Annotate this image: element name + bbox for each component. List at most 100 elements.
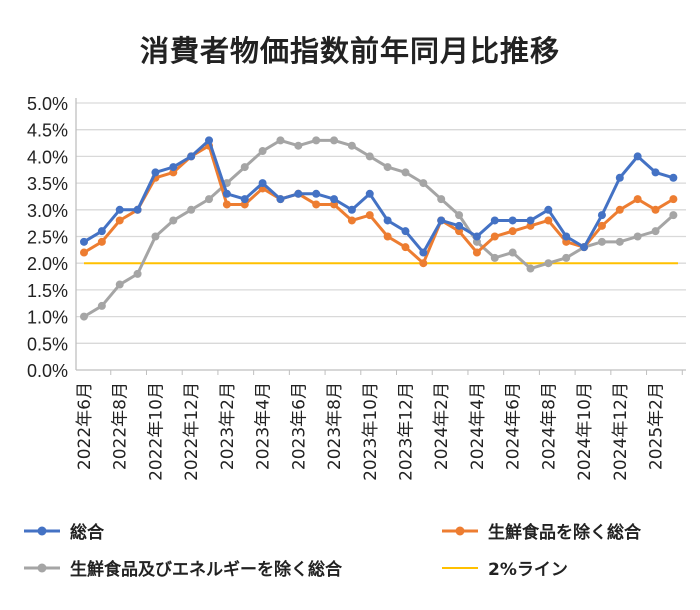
data-point	[365, 211, 374, 220]
data-point	[508, 227, 517, 236]
data-point	[365, 189, 374, 198]
data-point	[490, 232, 499, 241]
x-tick-label: 2024年2月	[432, 382, 452, 470]
data-point	[187, 152, 196, 161]
plot-area: 0.0% 0.5% 1.0% 1.5% 2.0% 2.5% 3.0% 3.5% 4.0% 4.5%…	[27, 94, 686, 481]
legend-swatch	[442, 566, 478, 569]
data-point	[97, 227, 106, 236]
y-tick-label: 3.0%	[27, 201, 68, 221]
x-tick-label: 2022年8月	[111, 382, 131, 470]
data-point	[347, 216, 356, 225]
data-point	[455, 221, 464, 230]
legend-label: 生鮮食品及びエネルギーを除く総合	[70, 560, 342, 580]
legend-item-total: 総合	[22, 518, 104, 543]
data-point	[526, 216, 535, 225]
data-point	[615, 205, 624, 214]
data-point	[187, 205, 196, 214]
legend-item-2pct-line: 2%ライン	[440, 555, 568, 580]
x-tick-label: 2022年12月	[182, 382, 202, 481]
legend-label: 総合	[70, 523, 104, 543]
data-point	[580, 243, 589, 252]
data-point	[97, 301, 106, 310]
data-point	[651, 168, 660, 177]
data-point	[133, 205, 142, 214]
data-point	[151, 232, 160, 241]
y-tick-label: 1.0%	[27, 308, 68, 328]
data-point	[544, 259, 553, 268]
data-point	[562, 232, 571, 241]
data-point	[669, 195, 678, 204]
data-point	[615, 237, 624, 246]
data-point	[455, 211, 464, 220]
x-tick-label: 2025年2月	[647, 382, 667, 470]
data-point	[115, 216, 124, 225]
data-point	[115, 205, 124, 214]
y-tick-label: 1.5%	[27, 281, 68, 301]
data-point	[526, 264, 535, 273]
data-point	[330, 195, 339, 204]
data-point	[401, 243, 410, 252]
data-point	[169, 163, 178, 172]
data-point	[222, 189, 231, 198]
data-point	[240, 163, 249, 172]
data-point	[169, 216, 178, 225]
x-tick-label: 2024年8月	[539, 382, 559, 470]
data-point	[490, 216, 499, 225]
data-point	[615, 173, 624, 182]
legend-swatch	[24, 526, 60, 535]
data-point	[633, 195, 642, 204]
data-point	[562, 253, 571, 262]
data-point	[276, 136, 285, 145]
series-line	[83, 144, 675, 265]
data-point	[669, 173, 678, 182]
y-tick-label: 0.5%	[27, 334, 68, 354]
data-point	[383, 163, 392, 172]
x-tick-label: 2023年2月	[218, 382, 238, 470]
x-tick-label: 2022年6月	[75, 382, 95, 470]
data-point	[437, 216, 446, 225]
x-tick-label: 2023年6月	[289, 382, 309, 470]
data-point	[508, 216, 517, 225]
series-line	[83, 138, 675, 318]
data-point	[544, 205, 553, 214]
data-point	[97, 237, 106, 246]
data-point	[669, 211, 678, 220]
data-point	[419, 259, 428, 268]
data-point	[472, 232, 481, 241]
data-point	[205, 136, 214, 145]
x-tick-label: 2023年10月	[361, 382, 381, 481]
data-point	[383, 216, 392, 225]
legend-item-core-core: 生鮮食品及びエネルギーを除く総合	[22, 555, 342, 580]
data-point	[347, 205, 356, 214]
data-point	[633, 152, 642, 161]
y-tick-label: 2.5%	[27, 228, 68, 248]
y-tick-label: 5.0%	[27, 94, 68, 114]
x-tick-label: 2024年10月	[575, 382, 595, 481]
data-point	[597, 211, 606, 220]
data-point	[80, 312, 88, 321]
data-point	[383, 232, 392, 241]
x-tick-label: 2023年8月	[325, 382, 345, 470]
data-point	[222, 200, 231, 209]
x-tick-label: 2024年4月	[468, 382, 488, 470]
data-point	[419, 248, 428, 257]
data-point	[151, 168, 160, 177]
data-point	[597, 221, 606, 230]
x-tick-label: 2023年12月	[396, 382, 416, 481]
x-tick-label: 2024年6月	[504, 382, 524, 470]
data-point	[80, 248, 88, 257]
data-point	[651, 227, 660, 236]
legend-label: 2%ライン	[488, 560, 568, 580]
legend-swatch	[442, 526, 478, 535]
data-point	[651, 205, 660, 214]
data-point	[437, 195, 446, 204]
x-tick-label: 2024年12月	[611, 382, 631, 481]
data-point	[633, 232, 642, 241]
data-point	[347, 141, 356, 150]
legend-item-core: 生鮮食品を除く総合	[440, 518, 641, 543]
data-point	[258, 179, 267, 188]
data-point	[330, 136, 339, 145]
legend-swatch	[24, 563, 60, 572]
data-point	[401, 227, 410, 236]
